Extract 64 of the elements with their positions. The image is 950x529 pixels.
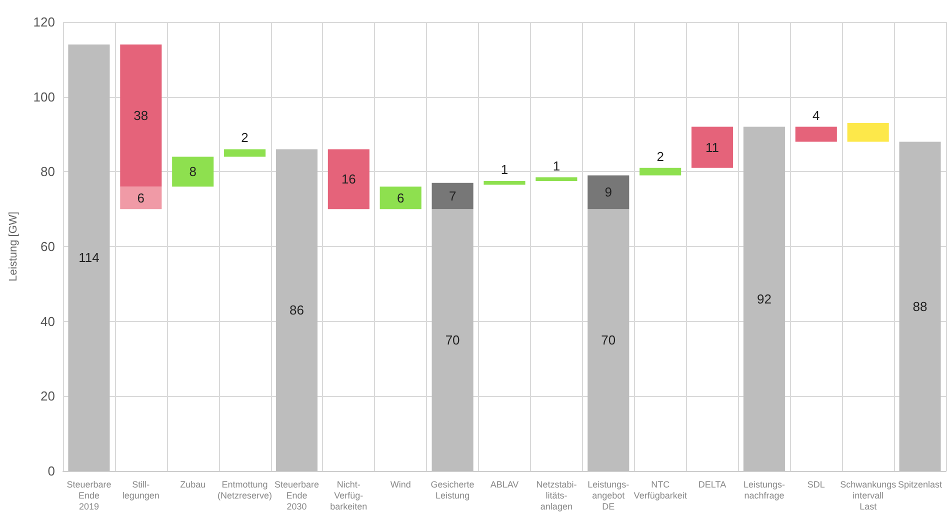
- y-tick-label: 0: [48, 464, 55, 478]
- data-label: 7: [448, 188, 456, 204]
- x-tick-label: SDL: [807, 480, 825, 490]
- data-label: 11: [706, 140, 720, 155]
- bar: [899, 142, 941, 471]
- x-tick-label: Leistungs- nachfrage: [743, 480, 785, 500]
- bar: [120, 44, 162, 187]
- x-tick-label: Wind: [390, 480, 411, 490]
- bar: [795, 126, 837, 142]
- x-tick-label: Gesicherte Leistung: [430, 480, 474, 500]
- x-tick-label: Zubau: [180, 480, 206, 490]
- data-label: 16: [341, 172, 356, 187]
- y-tick-label: 120: [33, 14, 55, 30]
- bar: [536, 177, 578, 182]
- y-tick-label: 60: [40, 239, 55, 254]
- data-label: 6: [137, 190, 145, 206]
- x-tick-label: Spitzenlast: [898, 480, 943, 490]
- data-label: 70: [445, 332, 460, 348]
- data-label: 9: [604, 184, 612, 200]
- bar: [328, 149, 370, 210]
- bar: [588, 175, 630, 210]
- bar: [120, 186, 162, 210]
- data-label: 86: [290, 302, 304, 318]
- x-tick-label: DELTA: [698, 480, 726, 490]
- x-tick-label: Entmottung (Netzreserve): [218, 480, 272, 500]
- data-label: 114: [78, 250, 100, 266]
- y-tick-label: 40: [40, 314, 55, 329]
- y-axis-title: Leistung [GW]: [8, 212, 20, 282]
- y-tick-label: 80: [40, 164, 55, 180]
- bar: [484, 181, 526, 185]
- bar: [432, 209, 474, 471]
- data-label: 1: [552, 158, 560, 174]
- x-tick-label: ABLAV: [490, 480, 519, 490]
- data-label: 92: [756, 291, 772, 306]
- data-label: 8: [189, 164, 196, 180]
- bar: [847, 123, 889, 142]
- data-label: 38: [134, 108, 148, 124]
- data-label: 4: [812, 108, 820, 123]
- bar: [432, 182, 474, 210]
- x-tick-label: Schwankungs intervall Last: [840, 480, 897, 512]
- x-tick-label: Nicht- Verfüg- barkeiten: [330, 480, 368, 512]
- x-tick-label: Still- legungen: [122, 480, 160, 500]
- bar: [691, 126, 734, 168]
- x-tick-label: NTC Verfügbarkeit: [634, 480, 688, 500]
- data-label: 6: [397, 190, 404, 206]
- data-label: 70: [601, 332, 616, 348]
- bar: [224, 149, 266, 157]
- data-label: 1: [500, 162, 508, 178]
- x-tick-label: Leistungs- angebot DE: [588, 480, 630, 512]
- bar: [172, 156, 214, 187]
- data-label: 88: [912, 298, 928, 314]
- bar: [743, 126, 785, 471]
- bar: [640, 168, 682, 176]
- x-tick-label: Netzstabi- litäts- anlagen: [536, 480, 577, 512]
- bar: [380, 186, 422, 210]
- data-label: 2: [241, 130, 248, 146]
- y-tick-label: 100: [33, 89, 55, 104]
- bar: [68, 44, 110, 471]
- bar: [588, 209, 630, 471]
- x-tick-label: Steuerbare Ende 2019: [66, 480, 112, 512]
- bar: [276, 149, 318, 471]
- y-tick-label: 20: [40, 388, 55, 404]
- x-tick-label: Steuerbare Ende 2030: [274, 480, 319, 512]
- data-label: 2: [656, 148, 664, 164]
